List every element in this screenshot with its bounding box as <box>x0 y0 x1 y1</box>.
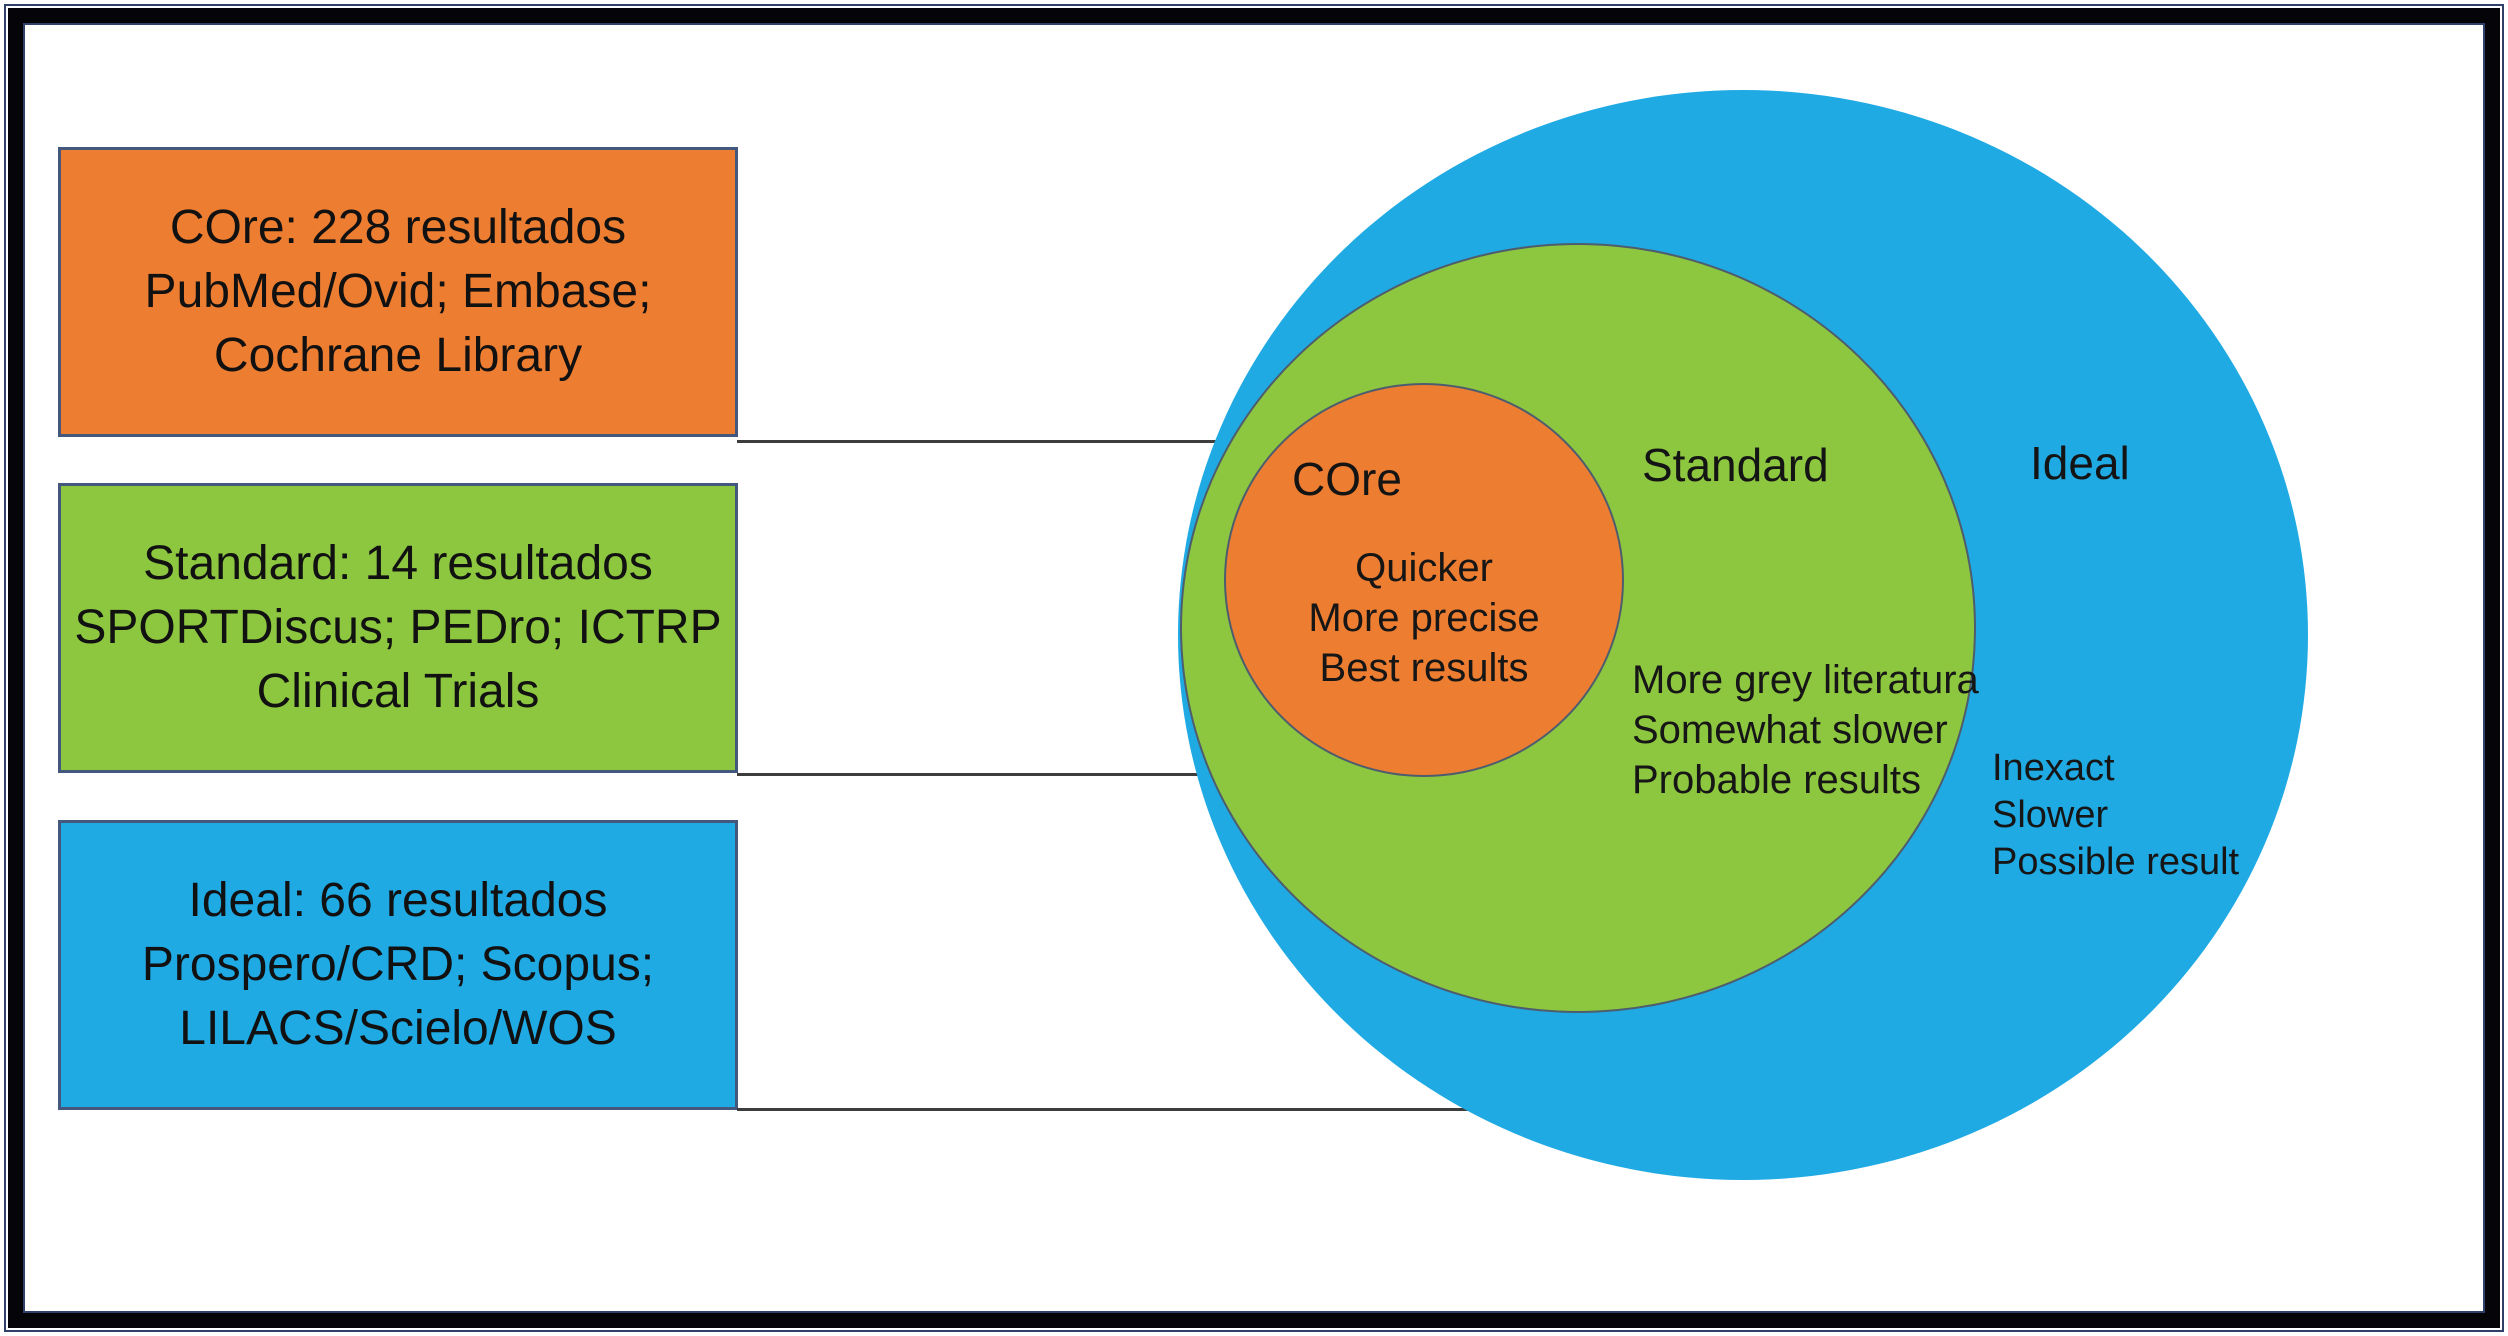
legend-ideal-line1: Ideal: 66 resultados <box>188 874 608 927</box>
legend-ideal-line3: LILACS/Scielo/WOS <box>179 1002 617 1055</box>
legend-standard-line2: SPORTDiscus; PEDro; ICTRP <box>74 601 722 654</box>
arrow-core <box>737 431 1277 455</box>
notes-core-line1: Quicker <box>1355 546 1493 590</box>
circle-core <box>1224 383 1624 777</box>
notes-core-line2: More precise <box>1308 596 1540 640</box>
notes-standard-line3: Probable results <box>1632 758 1922 802</box>
notes-core-line3: Best results <box>1319 646 1529 690</box>
legend-box-ideal: Ideal: 66 resultados Prospero/CRD; Scopu… <box>58 820 738 1110</box>
legend-ideal-line2: Prospero/CRD; Scopus; <box>141 938 655 991</box>
legend-box-core: COre: 228 resultados PubMed/Ovid; Embase… <box>58 147 738 437</box>
legend-standard-line3: Clinical Trials <box>256 665 540 718</box>
notes-standard: More grey literatura Somewhat slower Pro… <box>1632 655 1979 805</box>
notes-standard-line1: More grey literatura <box>1632 658 1979 702</box>
notes-ideal-line2: Slower <box>1992 794 2109 836</box>
arrow-ideal <box>737 1099 1522 1123</box>
circle-label-core: COre <box>1292 453 1402 505</box>
notes-ideal-line3: Possible result <box>1992 841 2240 883</box>
circle-label-standard: Standard <box>1642 439 1829 491</box>
circle-label-ideal: Ideal <box>2030 437 2130 489</box>
picture-frame <box>8 8 2500 1328</box>
notes-core: Quicker More precise Best results <box>1264 543 1584 693</box>
legend-core-line3: Cochrane Library <box>213 329 583 382</box>
outer-frame-line <box>4 4 2504 1332</box>
notes-ideal: Inexact Slower Possible result <box>1992 745 2239 886</box>
notes-standard-line2: Somewhat slower <box>1632 708 1948 752</box>
legend-core-line2: PubMed/Ovid; Embase; <box>144 265 652 318</box>
notes-ideal-line1: Inexact <box>1992 747 2115 789</box>
legend-box-standard: Standard: 14 resultados SPORTDiscus; PED… <box>58 483 738 773</box>
legend-standard-line1: Standard: 14 resultados <box>143 537 653 590</box>
legend-core-line1: COre: 228 resultados <box>169 201 627 254</box>
